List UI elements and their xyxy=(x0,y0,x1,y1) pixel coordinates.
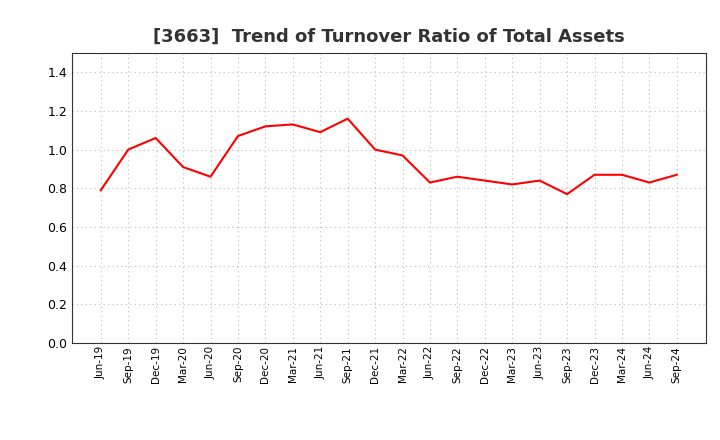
Title: [3663]  Trend of Turnover Ratio of Total Assets: [3663] Trend of Turnover Ratio of Total … xyxy=(153,28,625,46)
